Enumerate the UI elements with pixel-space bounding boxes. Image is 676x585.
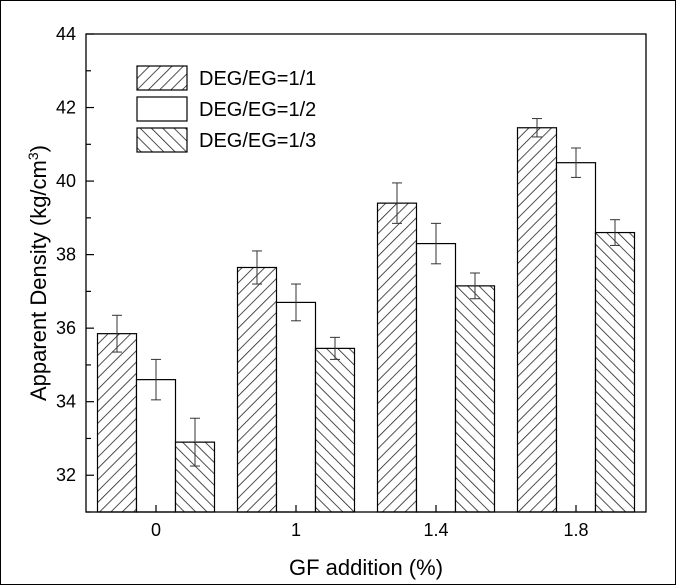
x-axis-title: GF addition (%) xyxy=(289,555,443,580)
x-axis-ticks: 0 1 1.4 1.8 xyxy=(151,505,589,540)
bar-deg-eg-1-3-cat-1.8 xyxy=(594,231,636,513)
bar-deg-eg-1-3-cat-1.4 xyxy=(454,285,496,513)
error-bar xyxy=(610,219,620,246)
y-tick-label: 34 xyxy=(56,392,76,412)
bar-deg-eg-1-2-cat-1.8 xyxy=(555,162,597,513)
x-tick-label: 1 xyxy=(291,520,301,540)
y-tick-label: 40 xyxy=(56,171,76,191)
bar-deg-eg-1-2-cat-1 xyxy=(275,301,317,513)
error-bars-group xyxy=(112,118,620,467)
y-tick-label: 36 xyxy=(56,318,76,338)
error-bar xyxy=(431,222,441,265)
error-bar xyxy=(532,118,542,138)
legend-swatch xyxy=(136,65,188,91)
legend-swatch xyxy=(136,127,188,153)
error-bar xyxy=(190,417,200,467)
legend-item: DEG/EG=1/1 xyxy=(136,65,316,91)
error-bar xyxy=(392,182,402,224)
y-axis-ticks: 32 34 36 38 40 42 44 xyxy=(56,24,94,513)
legend-label: DEG/EG=1/1 xyxy=(199,68,316,90)
y-tick-label: 44 xyxy=(56,24,76,44)
bar-deg-eg-1-1-cat-1.8 xyxy=(516,127,558,513)
x-tick-label: 1.4 xyxy=(423,520,448,540)
y-tick-label: 42 xyxy=(56,98,76,118)
legend: DEG/EG=1/1 DEG/EG=1/2 DEG/EG=1/3 xyxy=(136,65,316,153)
error-bar xyxy=(291,283,301,322)
legend-swatch xyxy=(136,96,188,122)
error-bar xyxy=(151,358,161,401)
bar-deg-eg-1-2-cat-1.4 xyxy=(415,242,457,513)
error-bar xyxy=(252,250,262,285)
plot-area-border xyxy=(85,33,647,513)
legend-item: DEG/EG=1/2 xyxy=(136,96,316,122)
bar-deg-eg-1-1-cat-0 xyxy=(96,333,138,513)
legend-item: DEG/EG=1/3 xyxy=(136,127,316,153)
error-bar xyxy=(112,314,122,353)
error-bar xyxy=(330,336,340,360)
bar-deg-eg-1-1-cat-1.4 xyxy=(376,202,418,513)
y-axis-title: Apparent Density (kg/cm3) xyxy=(25,145,51,401)
legend-label: DEG/EG=1/2 xyxy=(199,99,316,121)
bar-deg-eg-1-1-cat-1 xyxy=(236,266,278,513)
x-tick-label: 0 xyxy=(151,520,161,540)
y-axis-title-superscript: 3 xyxy=(25,152,41,160)
y-axis-title-main: Apparent Density (kg/cm xyxy=(26,160,51,401)
x-tick-label: 1.8 xyxy=(563,520,588,540)
error-bar xyxy=(470,272,480,300)
y-tick-label: 32 xyxy=(56,465,76,485)
y-axis-title-close: ) xyxy=(26,145,51,152)
legend-label: DEG/EG=1/3 xyxy=(199,130,316,152)
error-bar xyxy=(571,147,581,178)
y-tick-label: 38 xyxy=(56,245,76,265)
bar-deg-eg-1-3-cat-1 xyxy=(314,347,356,513)
bars-group xyxy=(96,127,636,513)
